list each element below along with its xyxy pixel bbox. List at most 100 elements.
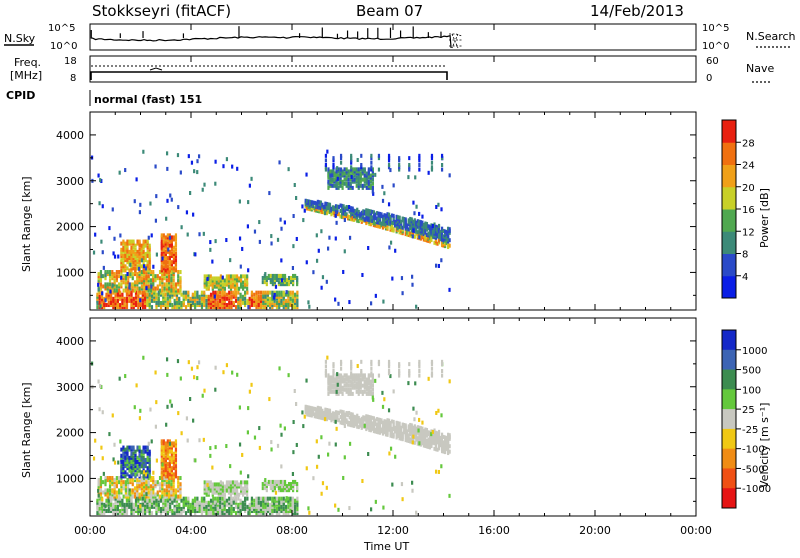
y-tick-label: 4000 bbox=[56, 129, 84, 142]
power-cell bbox=[357, 167, 360, 172]
power-cell bbox=[327, 209, 330, 214]
power-cell bbox=[96, 296, 99, 301]
velocity-cell bbox=[160, 466, 163, 471]
power-cell bbox=[347, 185, 350, 190]
velocity-cell bbox=[221, 481, 224, 486]
velocity-cell bbox=[149, 494, 153, 499]
power-cell bbox=[129, 274, 132, 279]
power-cell bbox=[430, 153, 434, 158]
velocity-cell bbox=[287, 500, 290, 505]
power-cell bbox=[212, 292, 215, 297]
velocity-cell bbox=[130, 502, 133, 507]
power-cell bbox=[142, 245, 145, 250]
velocity-cell bbox=[147, 486, 150, 491]
velocity-cell bbox=[264, 500, 267, 505]
power-cell bbox=[209, 274, 212, 279]
power-cell bbox=[411, 282, 414, 287]
velocity-cell bbox=[155, 509, 158, 514]
power-cell bbox=[130, 296, 133, 301]
power-cell bbox=[203, 280, 206, 285]
power-cell bbox=[162, 294, 165, 299]
power-cell bbox=[100, 274, 103, 279]
velocity-cell bbox=[221, 500, 224, 505]
velocity-cell bbox=[345, 373, 348, 378]
power-cell bbox=[115, 274, 118, 279]
power-cell bbox=[296, 290, 299, 295]
velocity-cell bbox=[118, 376, 121, 381]
velocity-cell bbox=[292, 420, 295, 425]
velocity-cell bbox=[174, 474, 178, 479]
power-cell bbox=[163, 272, 166, 277]
power-cell bbox=[353, 208, 356, 213]
velocity-cell bbox=[398, 362, 401, 367]
power-cell bbox=[287, 278, 291, 283]
velocity-cell bbox=[239, 490, 243, 495]
velocity-cell bbox=[283, 481, 287, 486]
power-cell bbox=[363, 217, 366, 222]
power-cell bbox=[331, 210, 335, 215]
power-cell bbox=[285, 290, 288, 295]
power-cell bbox=[217, 280, 220, 285]
velocity-cell bbox=[119, 498, 122, 503]
velocity-cell bbox=[145, 484, 148, 489]
power-cell bbox=[381, 214, 385, 219]
power-cell bbox=[367, 181, 370, 186]
power-cell bbox=[327, 185, 330, 190]
freq-units-label: [MHz] bbox=[10, 69, 42, 82]
velocity-cell bbox=[287, 498, 290, 503]
velocity-cell bbox=[371, 425, 374, 430]
velocity-cell bbox=[329, 379, 332, 384]
power-cell bbox=[136, 249, 139, 254]
power-cell bbox=[209, 247, 212, 252]
velocity-cell bbox=[418, 417, 421, 422]
velocity-cell bbox=[149, 478, 153, 483]
power-cell bbox=[367, 169, 370, 174]
velocity-cell bbox=[122, 468, 125, 473]
velocity-cell bbox=[337, 375, 340, 380]
power-cell bbox=[147, 284, 150, 289]
velocity-cell bbox=[333, 383, 336, 388]
power-cell bbox=[133, 272, 137, 277]
power-cell bbox=[215, 282, 218, 287]
velocity-cell bbox=[164, 441, 167, 446]
power-cell bbox=[164, 298, 167, 303]
velocity-cell bbox=[142, 459, 145, 464]
power-cell bbox=[380, 221, 383, 226]
colorbar-tick-label: 100 bbox=[742, 385, 761, 396]
velocity-cell bbox=[219, 504, 222, 509]
velocity-cell bbox=[377, 417, 380, 422]
velocity-cell bbox=[164, 468, 167, 473]
velocity-heatmap bbox=[90, 355, 451, 516]
velocity-cell bbox=[433, 432, 436, 437]
velocity-cell bbox=[365, 379, 368, 384]
velocity-cell bbox=[122, 466, 125, 471]
velocity-cell bbox=[142, 457, 145, 462]
velocity-cell bbox=[339, 381, 342, 386]
velocity-cell bbox=[207, 506, 210, 511]
velocity-cell bbox=[119, 509, 122, 514]
power-cell bbox=[126, 253, 129, 258]
power-cell bbox=[447, 226, 450, 231]
velocity-cell bbox=[280, 504, 283, 509]
velocity-cell bbox=[120, 468, 123, 473]
power-cell bbox=[162, 239, 165, 244]
power-cell bbox=[98, 300, 101, 305]
power-cell bbox=[262, 290, 265, 295]
velocity-cell bbox=[124, 464, 127, 469]
velocity-cell bbox=[216, 500, 219, 505]
power-cell bbox=[242, 274, 245, 279]
power-cell bbox=[170, 288, 173, 293]
power-cell bbox=[217, 278, 220, 283]
velocity-cell bbox=[154, 370, 157, 375]
power-cell bbox=[166, 256, 169, 261]
power-cell bbox=[437, 238, 441, 243]
velocity-cell bbox=[132, 511, 135, 516]
power-cell bbox=[242, 286, 245, 291]
power-cell bbox=[140, 256, 143, 261]
power-cell bbox=[398, 156, 401, 161]
velocity-cell bbox=[369, 389, 372, 394]
power-cell bbox=[112, 303, 115, 308]
velocity-cell bbox=[350, 371, 353, 376]
velocity-cell bbox=[259, 500, 263, 505]
power-cell bbox=[104, 284, 107, 289]
